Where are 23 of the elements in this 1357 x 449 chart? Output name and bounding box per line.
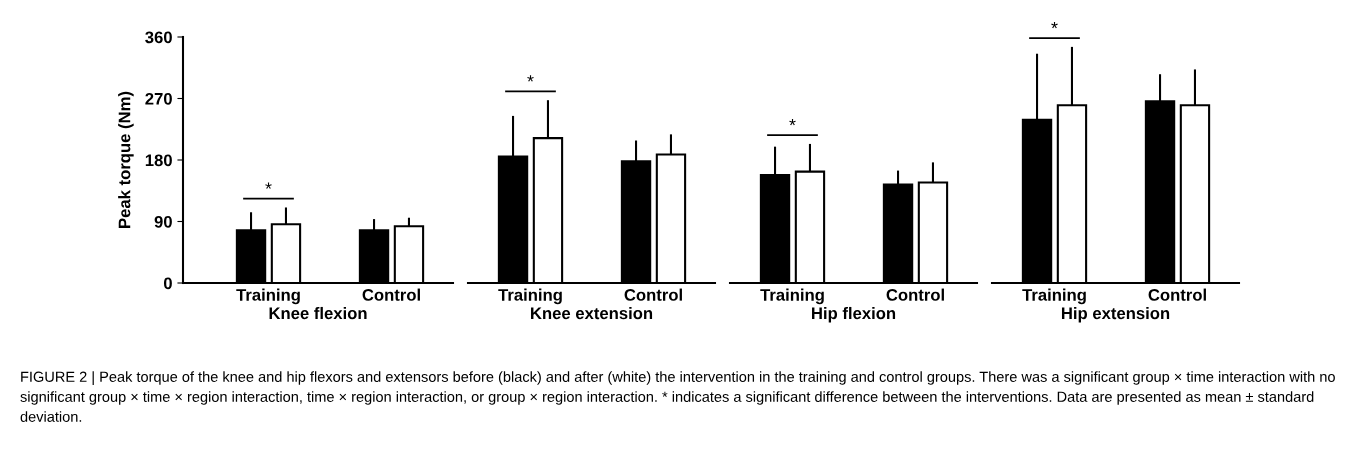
annotation: *	[265, 182, 272, 189]
x-axis-title: Knee flexion	[269, 306, 367, 320]
annotation: *	[527, 75, 534, 82]
y-tick-label: 180	[145, 154, 172, 167]
x-tick-label: Control	[886, 288, 944, 301]
caption: FIGURE 2 | Peak torque of the knee and hip flexors and extensors before (black) and after (white) the intervention in the training and control groups. There was a significant group × time interaction with no significant group × time × region interaction, time × region interaction, or group × region interaction. * indicates a significant difference between the interventions. Data are presented as mean ± standard deviation.	[20, 371, 1335, 422]
x-axis-title: Knee extension	[531, 306, 653, 320]
x-axis-title: Hip extension	[1061, 306, 1170, 323]
x-tick-label: Control	[1148, 288, 1206, 301]
y-tick-label: 360	[145, 31, 172, 44]
x-tick-label: Control	[624, 288, 682, 301]
x-tick-label: Training	[760, 288, 824, 305]
x-tick-label: Training	[236, 288, 300, 305]
x-axis-title: Hip flexion	[812, 306, 896, 323]
annotation: *	[789, 118, 796, 126]
y-tick-label: 90	[154, 215, 172, 228]
y-tick-label: 0	[163, 277, 172, 290]
text: *	[1051, 21, 1058, 29]
x-tick-label: Control	[362, 288, 420, 301]
x-tick-label: Training	[1022, 288, 1086, 305]
y-tick-label: 270	[145, 92, 172, 105]
y-axis-title: Peak torque (Nm)	[118, 91, 134, 228]
x-tick-label: Training	[498, 288, 562, 305]
